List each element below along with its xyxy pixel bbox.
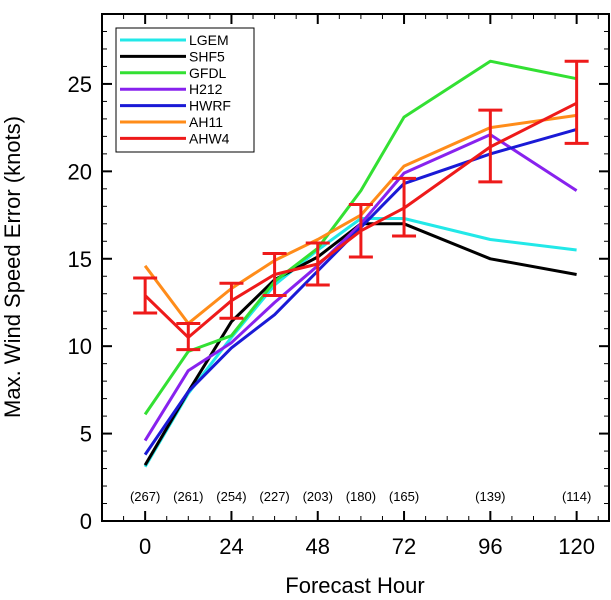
y-tick-label: 15	[68, 247, 92, 272]
plot-frame	[101, 13, 610, 522]
legend-label: AHW4	[189, 130, 230, 146]
sample-count-label: (203)	[303, 489, 333, 504]
error-bar	[348, 203, 373, 259]
legend-item-hwrf: HWRF	[120, 98, 231, 114]
legend-item-ahw4: AHW4	[120, 130, 230, 146]
legend-label: HWRF	[189, 98, 231, 114]
x-tick-label: 72	[392, 534, 416, 559]
x-tick-label: 96	[478, 534, 502, 559]
error-bar	[392, 176, 417, 238]
x-tick-label: 120	[558, 534, 595, 559]
sample-count-label: (180)	[346, 489, 376, 504]
error-bar	[564, 59, 589, 145]
sample-count-label: (165)	[389, 489, 419, 504]
x-axis-label: Forecast Hour	[285, 573, 424, 598]
legend-item-shf5: SHF5	[120, 48, 225, 64]
error-bar	[176, 321, 201, 352]
y-tick-label: 10	[68, 334, 92, 359]
x-tick-label: 24	[219, 534, 243, 559]
legend-label: SHF5	[189, 48, 225, 64]
legend-item-ah11: AH11	[120, 114, 223, 130]
legend-label: AH11	[189, 114, 223, 130]
legend-label: LGEM	[189, 32, 229, 48]
y-tick-label: 5	[80, 422, 92, 447]
y-tick-label: 20	[68, 159, 92, 184]
y-axis: 0 5 10 15 20 25	[68, 30, 609, 534]
legend-item-h212: H212	[120, 81, 223, 97]
legend-item-gfdl: GFDL	[120, 65, 227, 81]
error-bars	[133, 59, 589, 352]
legend-label: GFDL	[189, 65, 227, 81]
error-bar	[133, 276, 158, 315]
y-tick-label: 0	[80, 509, 92, 534]
sample-count-label: (139)	[475, 489, 505, 504]
error-bar	[305, 241, 330, 287]
x-tick-label: 48	[306, 534, 330, 559]
sample-count-label: (267)	[130, 489, 160, 504]
series-line-ah11	[143, 113, 577, 325]
sample-count-label: (254)	[216, 489, 246, 504]
sample-count-label: (261)	[173, 489, 203, 504]
series-line-hwrf	[143, 127, 578, 456]
error-bar	[219, 281, 244, 320]
sample-count-label: (227)	[259, 489, 289, 504]
y-tick-label: 25	[68, 72, 92, 97]
legend-item-lgem: LGEM	[120, 32, 229, 48]
series-line-h212	[143, 133, 578, 442]
sample-count-label: (114)	[562, 489, 591, 504]
sample-counts: (267) (261) (254) (227) (203) (180) (165) (139)…	[130, 489, 591, 504]
error-bar	[478, 108, 503, 184]
error-bar	[262, 252, 287, 297]
x-tick-label: 0	[139, 534, 151, 559]
legend-label: H212	[189, 81, 223, 97]
y-axis-label: Max. Wind Speed Error (knots)	[0, 116, 25, 418]
x-axis: 0 24 48 72 96 120	[123, 14, 599, 559]
